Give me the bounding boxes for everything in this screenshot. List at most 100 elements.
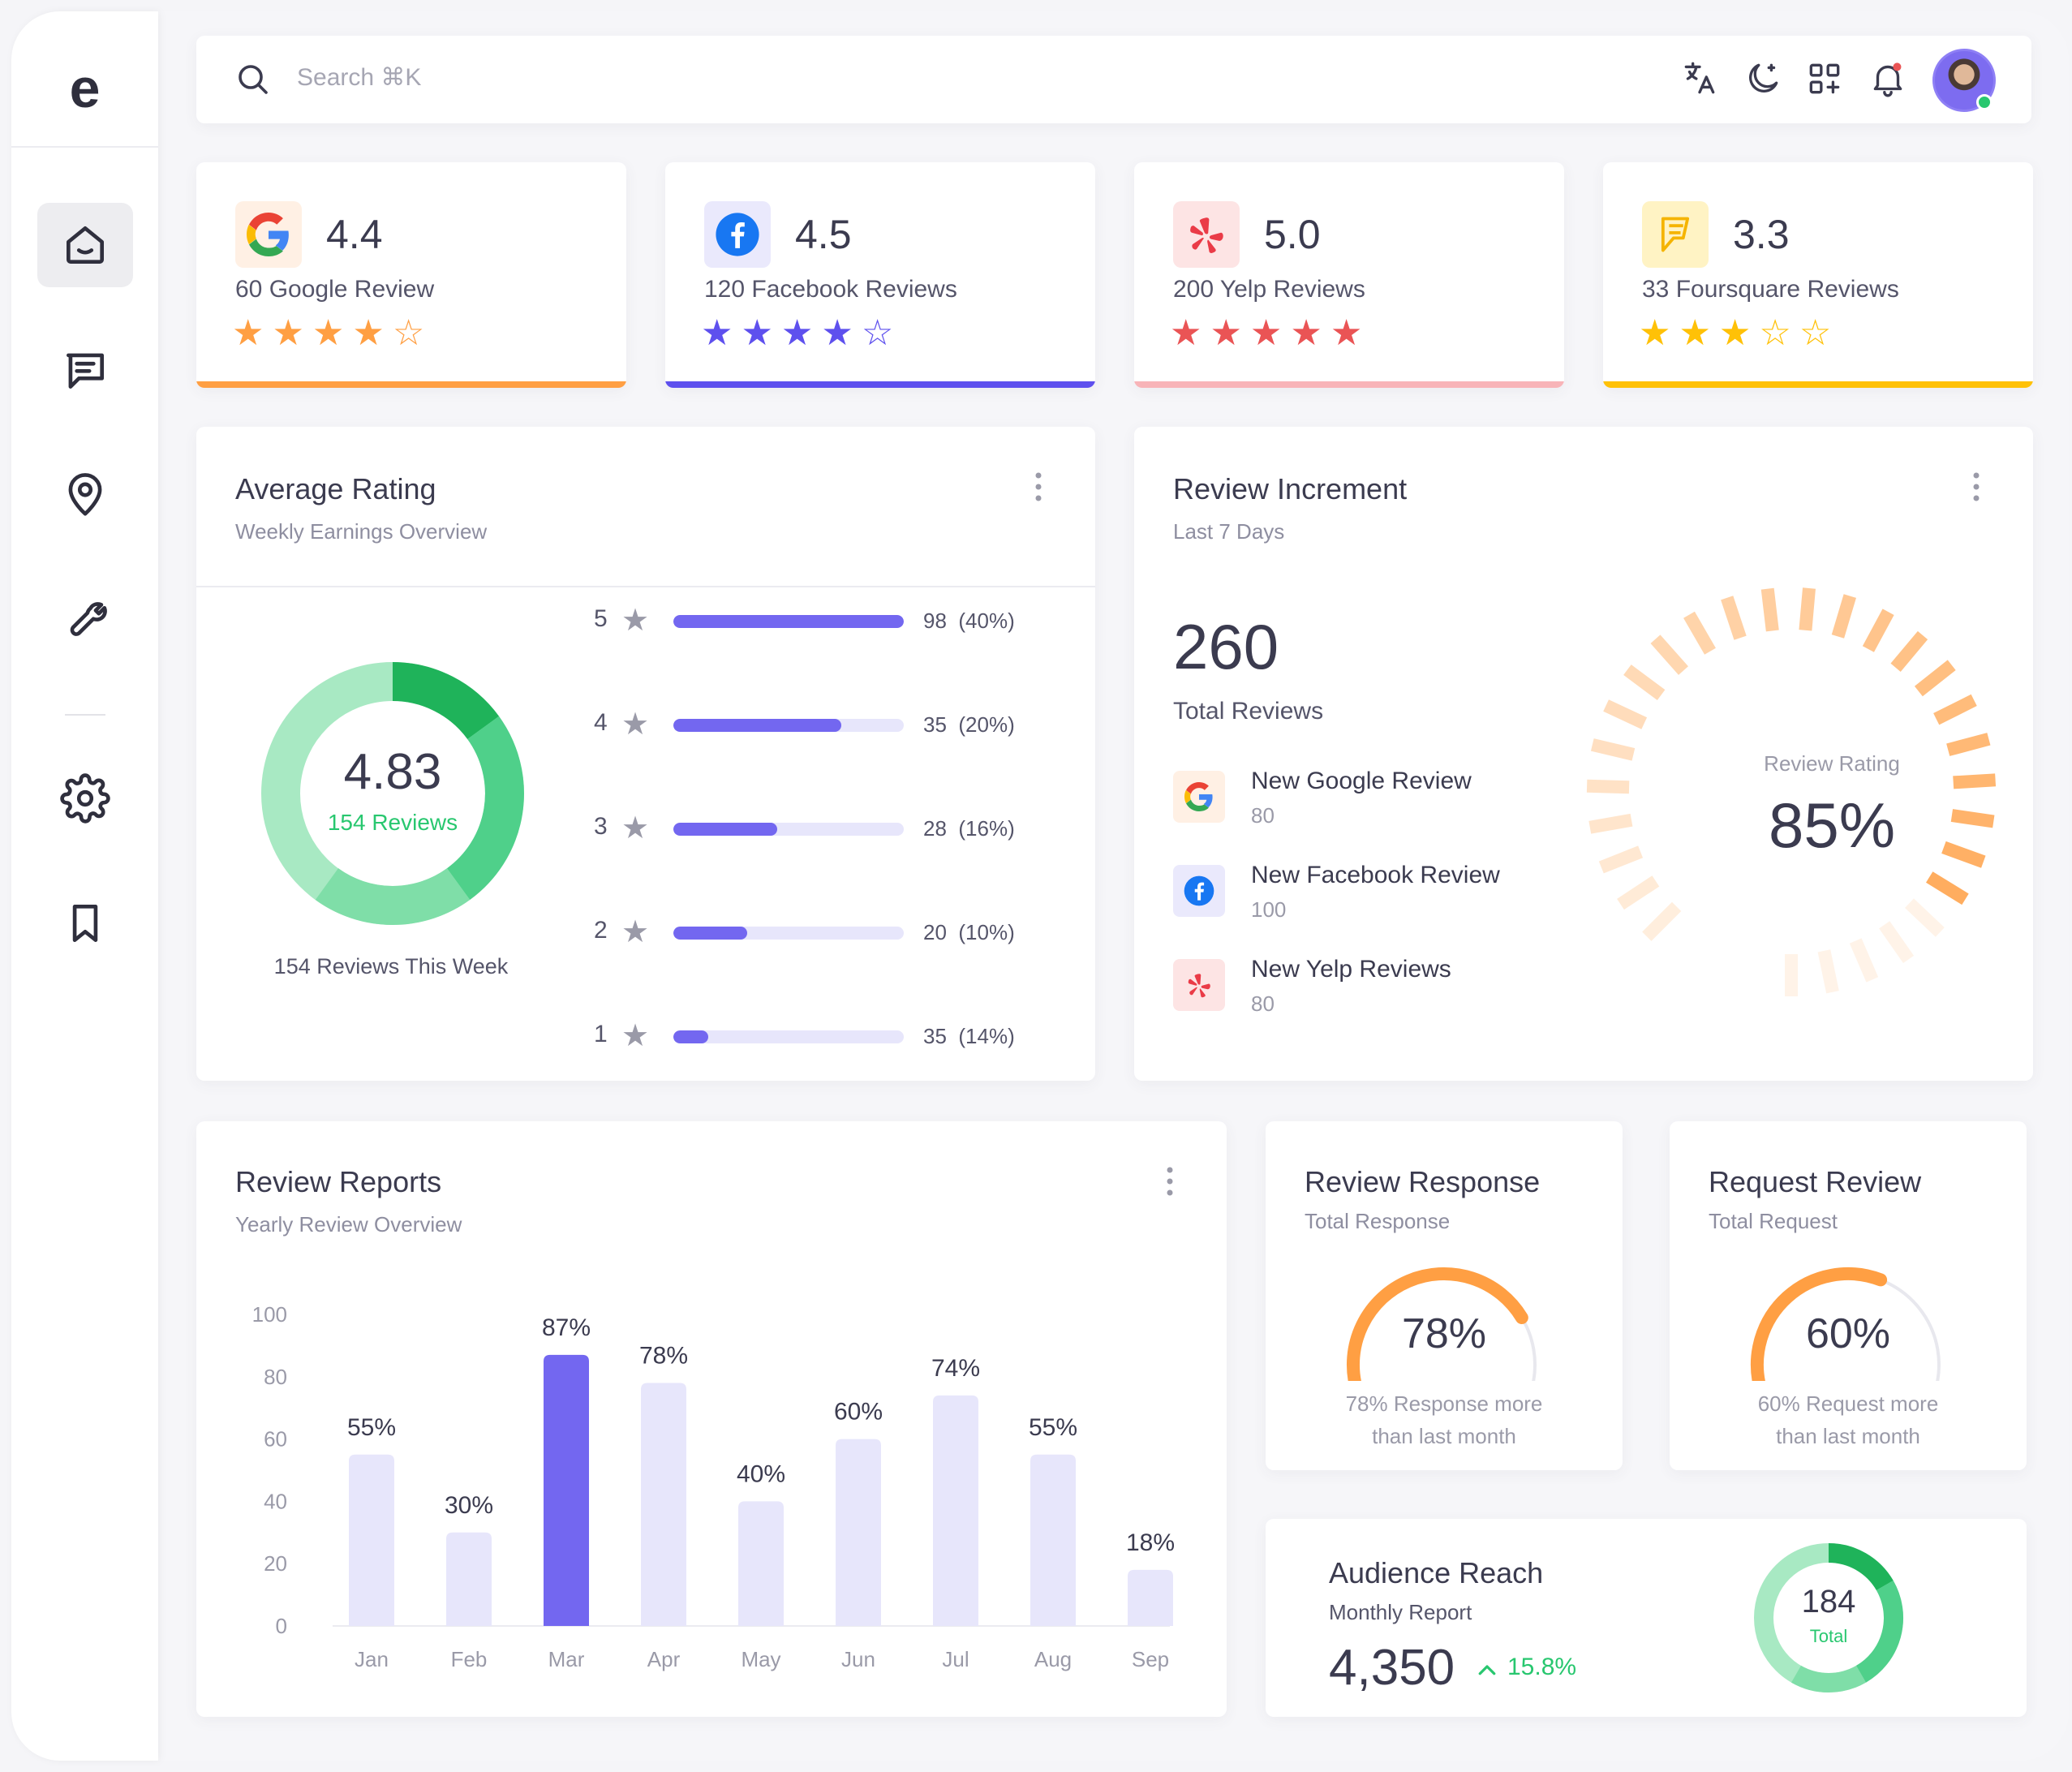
review-reports-bar-chart: 0 20 40 60 80 100 55% Jan 30% Feb 87% Mar 78% Apr 40% M… [252, 1302, 1175, 1671]
x-tick-label: Feb [451, 1647, 488, 1671]
stat-value: 5.0 [1264, 212, 1321, 257]
average-rating-caption: 154 Reviews This Week [273, 954, 509, 978]
grid-add-icon[interactable] [1804, 58, 1845, 99]
wrench-icon [70, 602, 107, 636]
star-filled-icon: ★ [352, 313, 385, 353]
star-outline-icon: ☆ [392, 313, 425, 353]
card-title: Review Increment [1173, 472, 1408, 505]
chart-bar-sep[interactable] [1128, 1569, 1173, 1626]
sidebar-item-tools[interactable] [37, 578, 133, 662]
rating-count: 35 (20%) [923, 712, 1015, 737]
facebook-icon [1173, 865, 1225, 917]
rating-progress-fill [673, 1030, 708, 1043]
chart-bar-jan[interactable] [349, 1454, 394, 1626]
rating-count: 20 (10%) [923, 920, 1015, 944]
donut-segment [315, 867, 471, 925]
gauge-fill [1347, 1267, 1528, 1381]
bell-icon[interactable] [1868, 58, 1908, 99]
avatar[interactable] [1932, 49, 1996, 112]
rating-progress-track [673, 719, 904, 732]
search-icon[interactable] [234, 60, 273, 99]
stat-label: 120 Facebook Reviews [704, 276, 957, 303]
google-icon [1173, 771, 1225, 823]
source-value: 80 [1251, 991, 1275, 1016]
gauge-tick [1817, 949, 1839, 994]
bar-value-label: 40% [737, 1460, 785, 1487]
gauge-tick [1590, 738, 1636, 761]
chart-bar-feb[interactable] [446, 1532, 492, 1626]
sidebar-item-locations[interactable] [37, 453, 133, 537]
gauge-tick [1760, 587, 1779, 632]
gauge-tick [1650, 634, 1688, 675]
chart-bar-aug[interactable] [1030, 1454, 1076, 1626]
foursquare-icon [1642, 201, 1709, 268]
review-response-card: Review Response Total Response 78% 78% R… [1266, 1121, 1623, 1470]
stat-card-facebook: 4.5 120 Facebook Reviews ★ ★ ★ ★ ☆ [665, 162, 1095, 388]
chart-bar-apr[interactable] [641, 1383, 686, 1626]
x-tick-label: Sep [1132, 1647, 1169, 1671]
gauge-tick [1598, 845, 1644, 874]
chart-bar-may[interactable] [738, 1501, 784, 1626]
gauge-tick [1941, 841, 1986, 868]
rating-progress-fill [673, 719, 842, 732]
bar-value-label: 74% [931, 1355, 980, 1382]
chevron-up-icon [1478, 1665, 1496, 1675]
x-tick-label: Apr [647, 1647, 681, 1671]
donut-segment [392, 662, 500, 740]
sidebar-item-bookmarks[interactable] [37, 881, 133, 966]
stat-card-foursquare: 3.3 33 Foursquare Reviews ★ ★ ★ ☆ ☆ [1603, 162, 2033, 388]
average-rating-card: Average Rating Weekly Earnings Overview … [196, 427, 1095, 1081]
star-filled-icon: ★ [701, 313, 733, 353]
chart-bar-mar[interactable] [544, 1354, 589, 1626]
star-rating: ★ ★ ★ ★ ★ [1170, 313, 1362, 354]
x-tick-label: Mar [548, 1647, 585, 1671]
star-filled-icon: ★ [1679, 313, 1711, 353]
sidebar-item-settings[interactable] [37, 756, 133, 841]
search-input[interactable]: Search ⌘K [297, 64, 422, 91]
more-options-icon[interactable] [1971, 471, 1981, 503]
bookmark-icon [72, 905, 98, 942]
star-filled-icon: ★ [821, 313, 853, 353]
online-status-dot [1976, 94, 1992, 110]
rating-stars-label: 1 [594, 1021, 608, 1047]
bar-value-label: 18% [1126, 1529, 1175, 1556]
rating-progress-track [673, 927, 904, 940]
star-rating: ★ ★ ★ ★ ☆ [701, 313, 893, 354]
more-options-icon[interactable] [1165, 1165, 1175, 1198]
review-reports-card: 0 20 40 60 80 100 55% Jan 30% Feb 87% Mar 78% Apr 40% M… [196, 1121, 1227, 1717]
chart-bar-jul[interactable] [933, 1395, 978, 1626]
card-title: Review Response [1305, 1165, 1541, 1198]
caption-line: than last month [1776, 1424, 1920, 1448]
sidebar-item-messages[interactable] [37, 328, 133, 412]
ring-value: 184 [1801, 1584, 1856, 1619]
card-subtitle: Monthly Report [1329, 1600, 1472, 1624]
caption-line: than last month [1372, 1424, 1516, 1448]
gauge-tick [1933, 694, 1977, 725]
card-title: Request Review [1709, 1165, 1922, 1198]
card-title: Audience Reach [1329, 1556, 1544, 1589]
bar-value-label: 60% [834, 1399, 883, 1426]
gauge-tick [1946, 733, 1991, 756]
total-reviews-label: Total Reviews [1173, 698, 1324, 725]
star-icon: ★ [621, 1019, 650, 1053]
star-filled-icon: ★ [312, 313, 345, 353]
request-review-card: Request Review Total Request 60% 60% Req… [1670, 1121, 2027, 1470]
rating-count: 35 (14%) [923, 1024, 1015, 1048]
chart-bar-jun[interactable] [836, 1439, 881, 1626]
star-rating: ★ ★ ★ ☆ ☆ [1639, 313, 1831, 354]
y-tick-label: 0 [276, 1614, 287, 1638]
more-options-icon[interactable] [1034, 471, 1043, 503]
rating-progress-fill [673, 927, 747, 940]
x-tick-label: May [741, 1647, 780, 1671]
request-caption: 60% Request more than last month [1702, 1387, 1994, 1452]
moon-icon[interactable] [1743, 58, 1783, 99]
stat-accent-bar [1134, 381, 1564, 388]
rating-stars-label: 4 [594, 709, 608, 736]
translate-icon[interactable] [1679, 58, 1720, 99]
app-logo[interactable]: e [69, 58, 101, 119]
home-icon [67, 226, 104, 264]
sidebar-item-home[interactable] [37, 203, 133, 287]
y-tick-label: 60 [264, 1427, 287, 1452]
bar-value-label: 55% [347, 1414, 396, 1441]
yelp-icon [1173, 201, 1240, 268]
